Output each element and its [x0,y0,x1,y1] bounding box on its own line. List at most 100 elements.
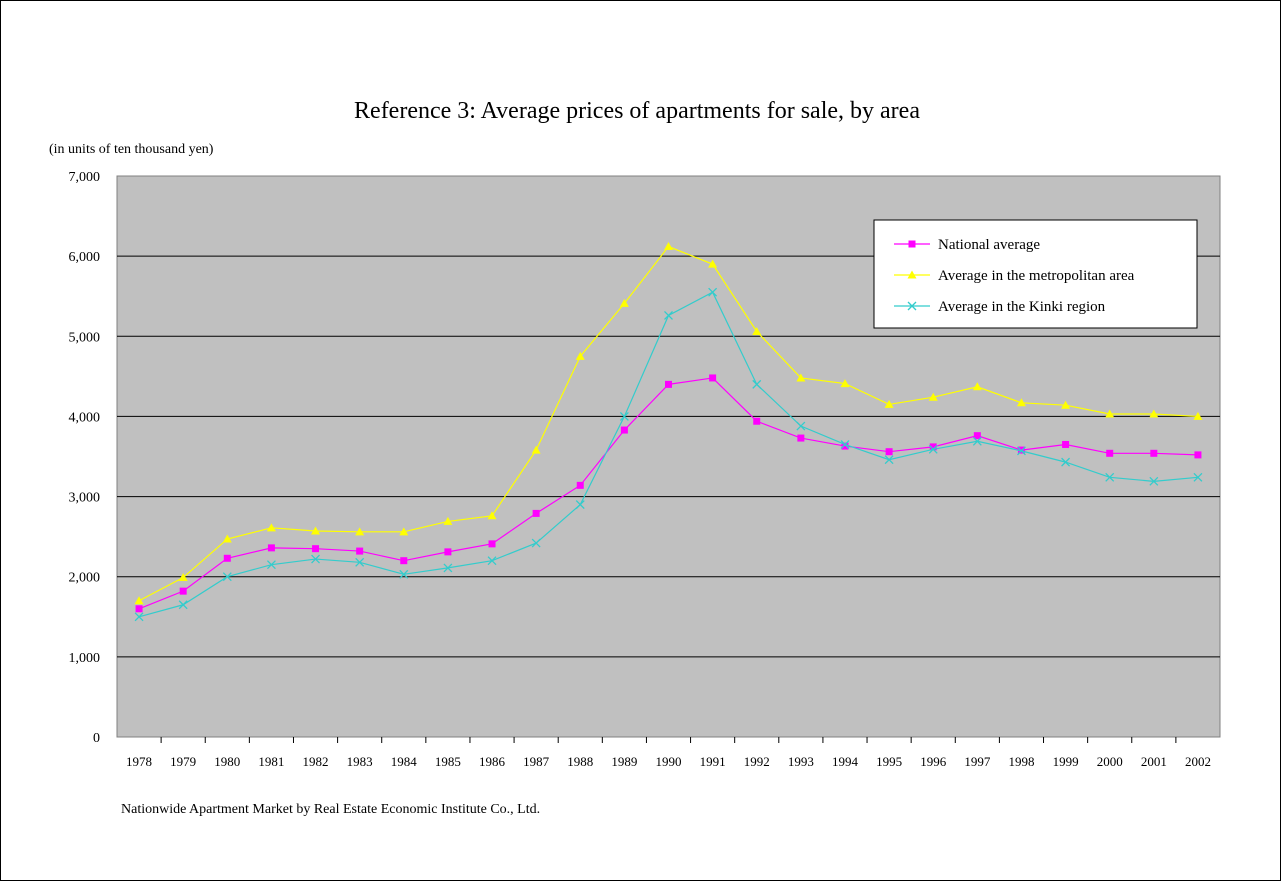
data-point [311,554,320,564]
legend-label: Average in the Kinki region [938,299,1106,315]
x-tick-label: 2000 [1097,754,1123,769]
data-point [973,432,981,440]
x-tick-label: 1999 [1053,754,1079,769]
x-tick-label: 1985 [435,754,461,769]
data-point [664,242,673,251]
data-point [885,448,893,456]
y-axis-ticks: 0 1,000 2,000 3,000 4,000 5,000 6,000 7,000 [69,170,101,746]
legend-label: Average in the metropolitan area [938,268,1135,284]
data-point [1062,440,1070,448]
x-tick-label: 1996 [920,754,947,769]
data-point [532,509,540,517]
data-point [972,382,982,391]
data-point [531,445,541,454]
data-point [665,380,672,388]
data-point [399,569,409,579]
data-point [907,270,917,279]
x-axis-ticks: 1978 1979 1980 1981 1982 1983 1984 1985 1986 1987… [126,737,1211,769]
data-point [134,612,144,622]
data-point [355,557,365,567]
data-point [134,596,144,605]
data-point [1061,400,1071,409]
data-point [1105,472,1115,482]
data-point [178,600,188,610]
data-point [928,392,938,401]
x-tick-label: 2001 [1141,754,1167,769]
data-point [443,563,453,573]
data-point [1149,409,1159,418]
y-tick-label: 5,000 [69,330,101,345]
y-tick-label: 4,000 [69,410,101,425]
y-unit-label: (in units of ten thousand yen) [49,142,214,157]
x-tick-label: 1998 [1008,754,1034,769]
series-3 [134,287,1203,622]
data-point [619,298,629,307]
y-tick-label: 0 [93,731,100,746]
data-point [179,587,187,595]
data-point [840,440,850,449]
x-tick-label: 1986 [479,754,506,769]
data-point [444,548,452,556]
x-tick-label: 1988 [567,754,593,769]
data-point [1150,449,1158,457]
data-point [1193,411,1203,420]
x-tick-label: 1980 [214,754,240,769]
y-tick-label: 1,000 [69,651,101,666]
data-point [312,545,320,553]
data-point [619,411,629,421]
data-point [487,556,497,566]
data-point [928,444,938,454]
data-point [1193,472,1203,482]
y-tick-label: 7,000 [69,170,101,185]
data-point [222,572,232,582]
data-point [400,557,408,565]
y-tick-label: 3,000 [69,491,101,506]
data-point [222,534,232,543]
data-point [135,605,143,613]
data-point [1017,446,1026,456]
data-point [1061,457,1071,467]
data-point [575,500,585,510]
legend-item: Average in the metropolitan area [894,268,1135,284]
x-tick-label: 1992 [744,754,770,769]
data-point [223,554,231,562]
data-point [1194,451,1202,459]
x-tick-label: 1994 [832,754,859,769]
x-tick-label: 1995 [876,754,902,769]
series-2 [134,242,1203,605]
data-point [1016,398,1026,407]
data-point [884,455,894,465]
data-point [907,301,917,311]
data-point [576,481,584,489]
data-point [266,523,276,532]
data-point [355,527,365,536]
x-tick-label: 1983 [347,754,373,769]
legend-box [873,219,1198,329]
legend-item: National average [894,237,1040,253]
x-tick-label: 1990 [656,754,682,769]
data-point [575,351,585,360]
y-tick-label: 2,000 [69,571,101,586]
data-point [708,259,718,268]
data-point [488,540,496,548]
data-point [1106,449,1114,457]
data-point [972,436,982,446]
data-point [443,516,453,525]
data-point [266,560,276,570]
data-point [797,434,805,442]
data-point [356,547,364,555]
x-tick-label: 1984 [391,754,418,769]
legend: National average Average in the metropoli… [873,219,1198,329]
data-point [487,511,497,520]
data-point [664,310,673,320]
data-point [752,379,762,389]
data-point [929,443,937,451]
data-point [531,538,541,548]
data-point [796,373,806,382]
x-tick-label: 1997 [964,754,991,769]
data-point [708,287,718,297]
data-point [840,379,850,388]
source-note: Nationwide Apartment Market by Real Esta… [121,802,540,817]
data-point [908,240,916,248]
